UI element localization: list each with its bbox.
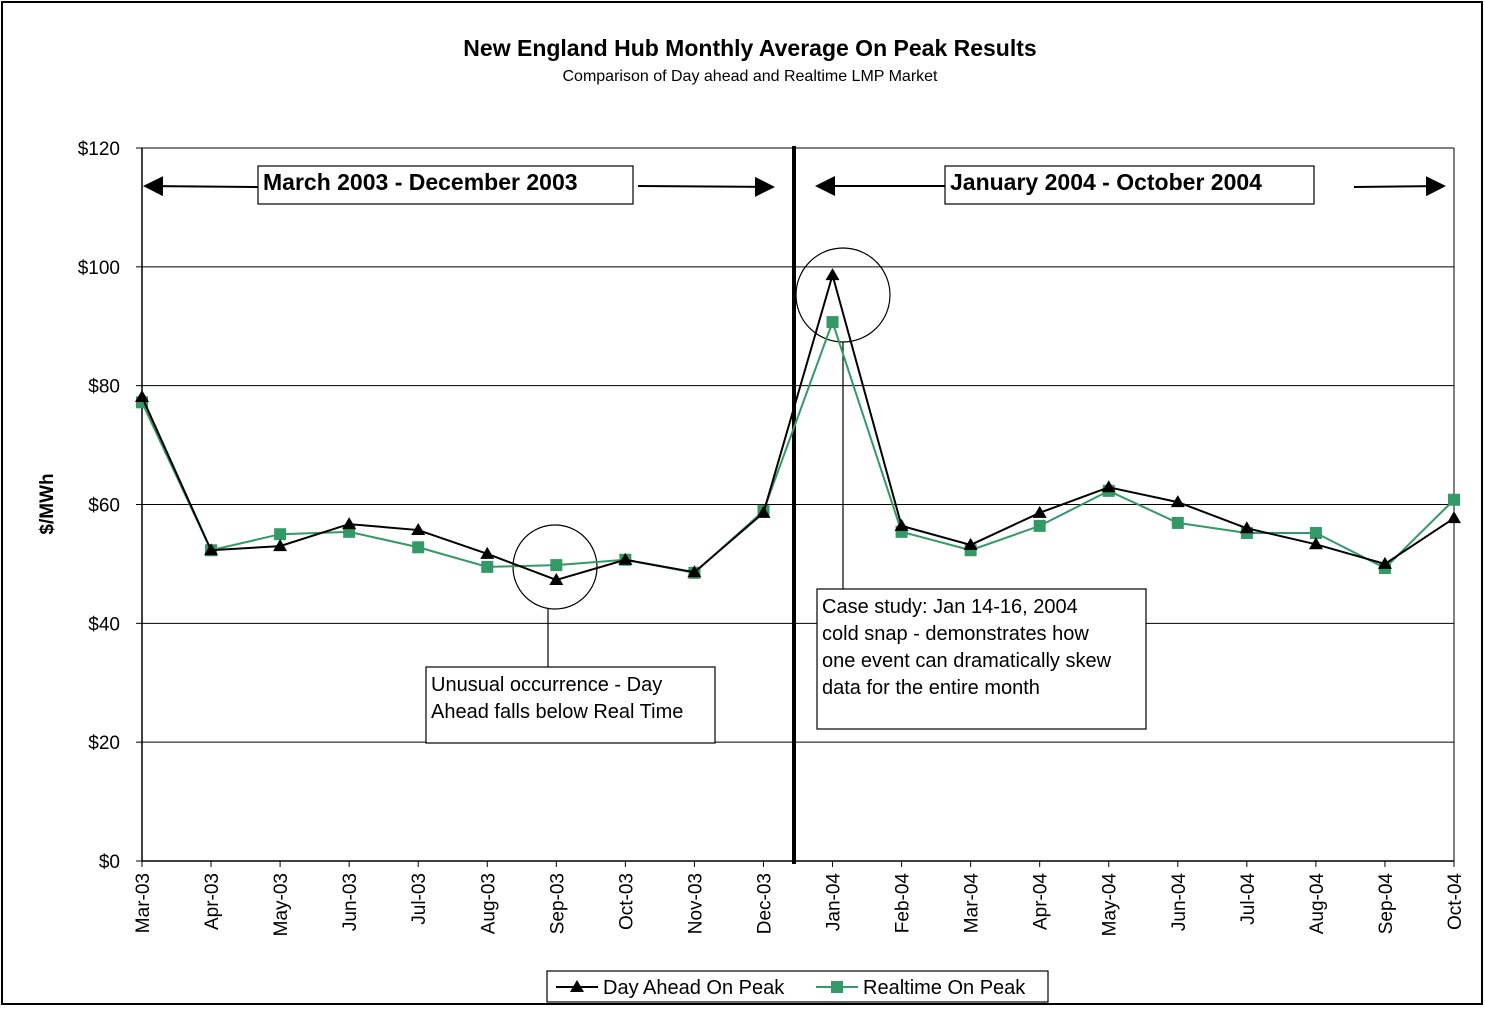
x-tick-label: Jun-04 [1169,873,1190,932]
data-point [1448,493,1460,506]
y-tick-label: $120 [78,139,120,160]
annotation-box [425,666,716,744]
x-tick-label: Aug-03 [478,873,499,934]
data-point [756,505,771,518]
data-point [411,523,426,536]
x-tick-label: May-03 [271,873,292,936]
x-tick-label: Apr-04 [1031,873,1052,930]
annotation-text: March 2003 - December 2003 [263,169,578,195]
data-point [894,518,909,531]
x-tick-label: Sep-03 [547,873,568,934]
annotation-box [944,165,1315,205]
annotation-text: one event can dramatically skew [822,650,1112,672]
x-tick-label: Jul-03 [409,873,430,925]
y-tick-label: $100 [78,258,120,279]
data-point [1377,556,1392,569]
data-point [618,552,633,565]
data-point [1033,519,1046,532]
data-point [1032,505,1047,518]
chart-subtitle: Comparison of Day ahead and Realtime LMP… [563,68,939,85]
data-point [274,528,287,541]
annotation-text: Ahead falls below Real Time [431,701,683,723]
x-tick-label: May-04 [1100,873,1121,937]
y-tick-label: $60 [88,496,120,517]
x-tick-label: Dec-03 [754,873,775,934]
chart-title: New England Hub Monthly Average On Peak … [463,35,1036,61]
arrow [143,176,259,197]
annotation-box [257,165,634,205]
annotation-text: Case study: Jan 14-16, 2004 [822,596,1078,618]
data-point [204,543,219,556]
arrow [1353,176,1446,197]
y-tick-label: $40 [88,614,120,635]
x-tick-label: Oct-03 [616,873,637,930]
data-point [480,546,495,559]
data-point [570,980,584,992]
data-point [826,316,839,329]
data-point [1309,527,1322,540]
y-tick-label: $80 [88,377,120,398]
data-point [550,559,563,572]
data-point [549,572,564,585]
data-point [135,389,149,402]
data-point [1308,537,1323,550]
annotation-text: January 2004 - October 2004 [950,169,1262,195]
legend-label: Day Ahead On Peak [603,977,785,999]
y-tick-label: $20 [88,733,120,754]
x-tick-label: Aug-04 [1307,873,1328,935]
series-line [141,319,1455,574]
highlight-circle [795,247,891,343]
arrow [637,176,775,197]
annotation-text: data for the entire month [822,677,1040,699]
data-point [481,560,494,573]
data-point [687,565,702,578]
x-tick-label: Apr-03 [202,873,223,930]
y-tick-label: $0 [99,852,120,873]
data-point [1239,521,1254,534]
data-point [825,268,840,281]
annotation-text: Unusual occurrence - Day [431,674,662,696]
annotation-box [816,588,1147,730]
data-point [831,981,843,993]
x-tick-label: Jan-04 [824,873,845,932]
x-tick-label: Jul-04 [1238,873,1259,925]
x-tick-label: Oct-04 [1445,873,1466,930]
x-tick-label: Mar-04 [962,873,983,934]
x-tick-label: Feb-04 [893,873,914,934]
data-point [1447,511,1461,524]
data-point [963,537,978,550]
data-point [1101,480,1116,493]
data-point [1171,516,1184,529]
legend-label: Realtime On Peak [863,977,1026,999]
data-point [273,539,288,552]
y-axis-label: $/MWh [37,473,58,534]
x-tick-label: Mar-03 [133,873,154,933]
x-tick-label: Jun-03 [340,873,361,931]
annotation-text: cold snap - demonstrates how [822,623,1089,645]
data-point [342,517,357,530]
x-tick-label: Sep-04 [1376,873,1397,935]
legend-box [546,970,1049,1003]
x-tick-label: Nov-03 [685,873,706,934]
series-line [141,271,1455,582]
data-point [412,541,425,554]
data-point [1170,495,1185,508]
